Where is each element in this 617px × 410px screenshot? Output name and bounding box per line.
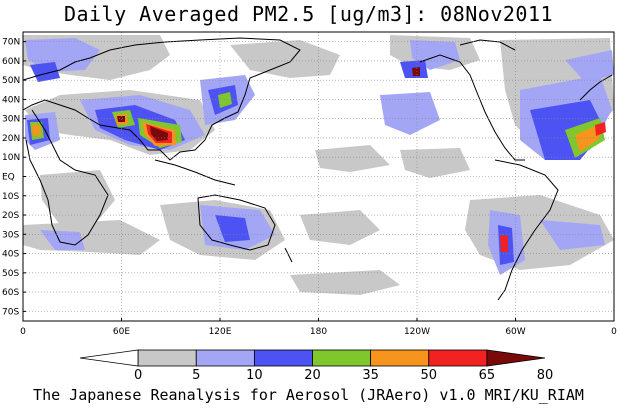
lat-label: 50S [2,269,19,279]
colorbar-level-label: 5 [192,368,200,383]
lat-label: 40N [2,95,20,105]
colorbar-level-label: 65 [479,368,496,383]
lat-label: 40S [2,250,19,260]
colorbar-segment [253,349,313,367]
lat-label: EQ [2,173,15,183]
colorbar-segment [428,349,488,367]
lat-label: 70S [2,307,19,317]
coastlines [23,37,613,301]
colorbar-level-label: 10 [246,368,263,383]
colorbar-level-label: 0 [134,368,142,383]
colorbar-segment [195,349,255,367]
lat-label: 20N [2,134,20,144]
colorbar-level-label: 50 [420,368,437,383]
colorbar-level-label: 35 [362,368,379,383]
lat-label: 30S [2,230,19,240]
colorbar-level-label: 20 [304,368,321,383]
lat-label: 10N [2,153,20,163]
lat-label: 20S [2,211,19,221]
lat-label: 50N [2,76,20,86]
lat-label: 60S [2,288,19,298]
lon-label: 120E [209,327,232,337]
lon-label: 0 [20,327,26,337]
graticule [23,32,614,321]
colorbar-arrow-low [79,349,139,367]
pm25-concentration-field [23,35,614,295]
lon-label: 60E [113,327,130,337]
latitude-labels: 70N 60N 50N 40N 30N 20N 10N EQ 10S 20S 30S 40S 50S 60… [2,38,26,317]
colorbar-level-label: 80 [537,368,554,383]
lon-label: 60W [505,327,525,337]
map-title: Daily Averaged PM2.5 [ug/m3]: 08Nov2011 [63,2,554,26]
colorbar-segment [137,349,197,367]
colorbar-segment [312,349,372,367]
lat-label: 30N [2,115,20,125]
level-80-plus-regions [117,67,420,141]
footer-credit: The Japanese Reanalysis for Aerosol (JRA… [33,386,584,404]
lon-label: 120W [404,327,430,337]
longitude-labels: 0 60E 120E 180 120W 60W 0 [20,318,617,337]
colorbar-segment [370,349,430,367]
lon-label: 180 [310,327,327,337]
lon-label: 0 [611,327,617,337]
lat-label: 60N [2,57,20,67]
colorbar: 0 5 10 20 35 50 65 80 [79,349,554,383]
colorbar-arrow-high [486,349,546,367]
lat-label: 70N [2,38,20,48]
lat-label: 10S [2,192,19,202]
